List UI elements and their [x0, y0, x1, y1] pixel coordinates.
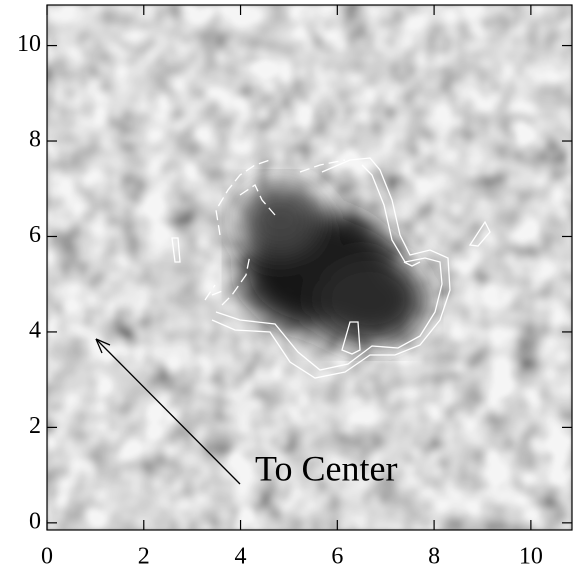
plot-frame — [46, 4, 573, 531]
y-tick-label: 8 — [29, 127, 41, 153]
y-tick-label: 10 — [17, 31, 41, 57]
y-tick-label: 0 — [29, 508, 41, 534]
x-tick-label: 2 — [138, 544, 150, 570]
x-tick-label: 6 — [331, 544, 343, 570]
y-tick-label: 4 — [29, 317, 41, 343]
x-tick-label: 0 — [41, 544, 53, 570]
annotation-arrow — [95, 338, 241, 485]
annotation: To Center — [255, 448, 397, 488]
x-tick-label: 10 — [519, 544, 543, 570]
x-tick-label: 8 — [428, 544, 440, 570]
y-tick-label: 2 — [29, 413, 41, 439]
x-tick-label: 4 — [235, 544, 247, 570]
contours — [171, 157, 491, 379]
y-tick-label: 6 — [29, 222, 41, 248]
solar-image — [47, 5, 572, 530]
